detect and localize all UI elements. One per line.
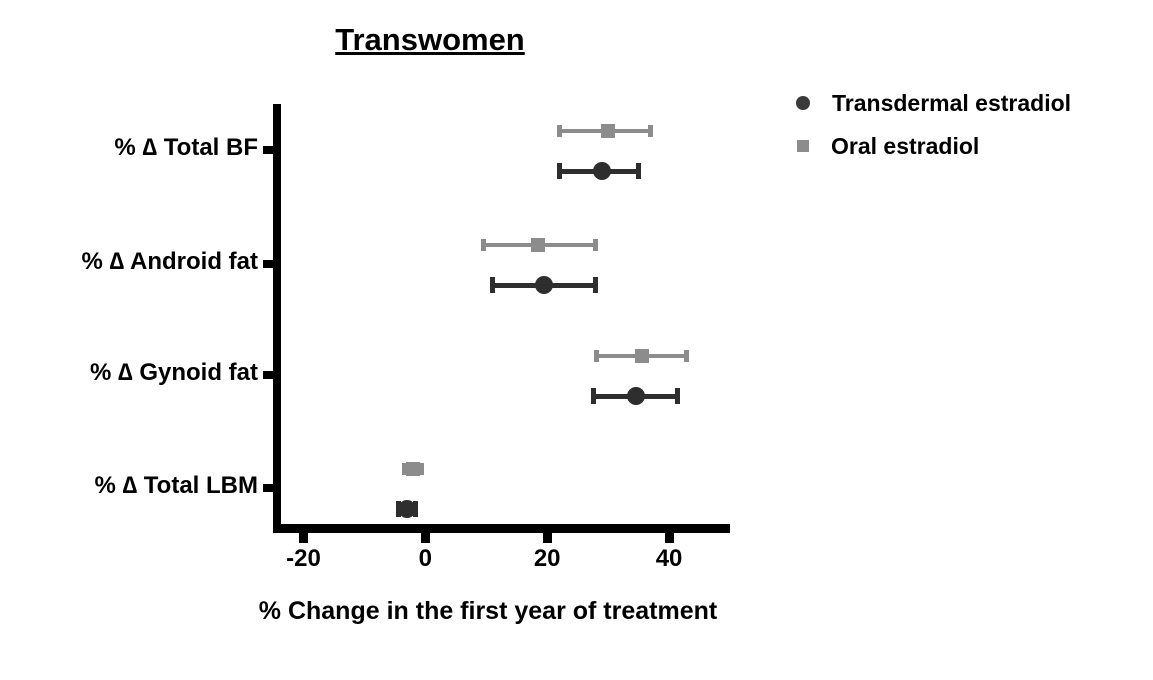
data-point-square	[634, 349, 649, 363]
legend-item-oral-estradiol: Oral estradiol	[796, 131, 1071, 161]
x-tick	[664, 532, 674, 543]
error-bar-cap-right	[419, 463, 425, 475]
y-tick	[263, 260, 274, 268]
error-bar-cap-right	[592, 277, 598, 293]
data-point-circle	[398, 500, 417, 518]
x-tick-label: -20	[286, 545, 321, 572]
category-label: % ∆ Total LBM	[94, 472, 258, 499]
y-tick	[263, 484, 274, 492]
x-tick	[542, 532, 552, 543]
x-tick	[298, 532, 308, 543]
x-tick-label: 20	[533, 545, 561, 572]
error-bar-cap-right	[684, 350, 690, 362]
error-bar-cap-right	[647, 125, 653, 137]
data-point-circle	[593, 162, 612, 180]
data-point-square	[406, 462, 421, 476]
category-label: % ∆ Android fat	[81, 248, 258, 275]
y-axis-line	[273, 104, 281, 533]
legend-item-transdermal-estradiol: Transdermal estradiol	[796, 88, 1071, 118]
error-bar-cap-left	[481, 239, 487, 251]
x-tick-label: 0	[418, 545, 432, 572]
legend-label: Transdermal estradiol	[832, 89, 1072, 116]
chart-title: Transwomen	[335, 22, 525, 57]
error-bar-cap-right	[675, 388, 681, 404]
legend-label: Oral estradiol	[831, 132, 980, 159]
legend: Transdermal estradiol Oral estradiol	[796, 88, 1071, 174]
error-bar-cap-left	[402, 463, 407, 475]
error-bar-cap-left	[590, 388, 596, 404]
y-tick	[263, 146, 274, 154]
error-bar-cap-left	[557, 125, 563, 137]
x-tick	[420, 532, 430, 543]
x-tick-label: 40	[655, 545, 683, 572]
category-label: % ∆ Total BF	[114, 134, 258, 161]
y-tick	[263, 371, 274, 379]
error-bar-cap-left	[593, 350, 599, 362]
error-bar-cap-left	[557, 163, 563, 179]
error-bar-cap-right	[635, 163, 641, 179]
error-bar-cap-right	[592, 239, 598, 251]
data-point-circle	[535, 276, 554, 294]
data-point-circle	[626, 387, 645, 405]
x-axis-line	[273, 524, 730, 533]
square-marker-icon	[797, 140, 809, 152]
category-label: % ∆ Gynoid fat	[89, 359, 258, 386]
data-point-square	[601, 124, 616, 138]
circle-marker-icon	[796, 96, 810, 110]
data-point-square	[531, 238, 546, 252]
x-axis-label: % Change in the first year of treatment	[258, 597, 718, 625]
error-bar-cap-left	[490, 277, 496, 293]
